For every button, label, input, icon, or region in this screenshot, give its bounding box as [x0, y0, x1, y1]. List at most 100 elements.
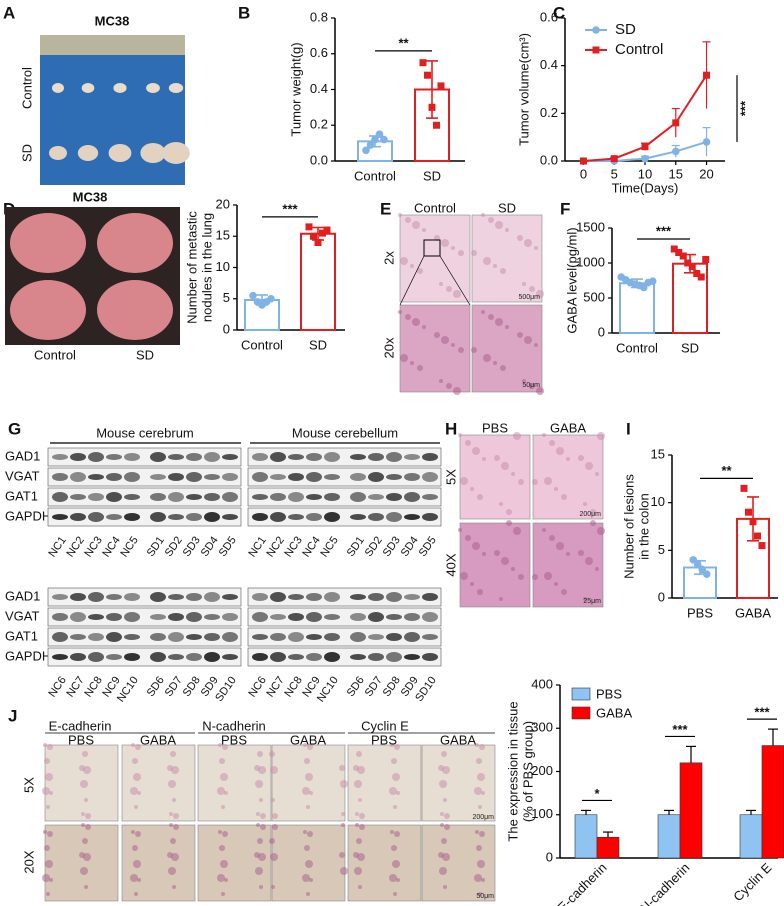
blot-band	[386, 512, 402, 522]
column-label: GABA	[550, 420, 586, 435]
lane-label: SD1	[145, 535, 167, 559]
tissue-detail	[84, 798, 88, 802]
blot-band	[270, 493, 286, 501]
tissue-detail	[494, 550, 500, 556]
blot-band	[270, 633, 286, 641]
y-tick-label: 100	[531, 806, 553, 821]
micrograph	[459, 522, 531, 608]
blot-band	[70, 453, 86, 461]
blot-band	[368, 612, 384, 622]
blot-band	[350, 454, 366, 460]
micrograph	[197, 824, 272, 902]
tissue-detail	[578, 455, 584, 461]
data-point	[688, 263, 696, 270]
tissue-detail	[595, 567, 599, 571]
data-point	[380, 135, 388, 144]
bar	[657, 814, 681, 859]
blot-band	[204, 614, 220, 620]
marker-label: Cyclin E	[361, 718, 409, 733]
tissue-detail	[257, 838, 263, 844]
tissue-detail	[217, 787, 225, 795]
blot-band	[204, 512, 220, 522]
tissue-detail	[400, 257, 408, 265]
blot-band	[350, 473, 366, 481]
data-point	[314, 239, 322, 246]
data-point	[675, 249, 683, 256]
significance: *	[594, 786, 600, 801]
blot-band	[70, 612, 86, 622]
row-label: 20x	[381, 337, 396, 358]
blot-band	[368, 513, 384, 521]
tissue-detail	[135, 744, 141, 750]
tissue-detail	[495, 221, 503, 229]
y-axis-label: Number of metastic	[184, 211, 199, 324]
tissue-detail	[476, 845, 482, 851]
tissue-detail	[42, 874, 50, 882]
tumor	[49, 146, 67, 160]
bar	[596, 836, 620, 859]
blot-band	[88, 493, 104, 501]
ruler	[40, 35, 185, 55]
row-label: 5X	[443, 469, 458, 485]
blot-band	[52, 654, 68, 660]
tissue-detail	[137, 878, 141, 882]
tissue-detail	[511, 472, 515, 476]
tissue-detail	[417, 268, 423, 274]
data-point	[437, 82, 445, 90]
blot-band	[204, 452, 220, 462]
blot-band	[288, 514, 304, 520]
blot-label: GAD1	[5, 588, 40, 603]
tissue-detail	[359, 813, 365, 819]
blot-band	[106, 613, 122, 621]
tissue-detail	[305, 773, 313, 781]
blot-band	[150, 652, 166, 662]
blot-band	[106, 594, 122, 600]
tissue-detail	[477, 494, 483, 500]
blot-band	[52, 613, 68, 621]
blot-band	[150, 633, 166, 641]
y-tick-label: 0.4	[310, 81, 328, 96]
tissue-detail	[442, 853, 450, 861]
blot-band	[404, 492, 420, 502]
legend-marker	[592, 46, 600, 54]
blot-band	[288, 654, 304, 660]
y-tick-label: 0.2	[310, 117, 328, 132]
blot-band	[404, 632, 420, 642]
blot-band	[324, 512, 340, 522]
tissue-detail	[417, 365, 423, 371]
tissue-detail	[585, 557, 593, 565]
blot-band	[404, 613, 420, 621]
blot-band	[70, 494, 86, 500]
y-tick-label: 20	[216, 196, 230, 211]
tissue-detail	[458, 433, 462, 437]
tissue-detail	[477, 589, 483, 595]
tissue-detail	[340, 867, 348, 875]
group-label: Mouse cerebrum	[96, 425, 194, 440]
tissue-detail	[81, 823, 85, 827]
tissue-detail	[355, 823, 359, 827]
data-point	[703, 71, 711, 79]
y-tick-label: 0.6	[310, 45, 328, 60]
tissue-detail	[356, 838, 362, 844]
tissue-detail	[171, 766, 179, 774]
tissue-detail	[544, 477, 552, 485]
blot-band	[270, 614, 286, 620]
blot-band	[350, 492, 366, 502]
tissue-detail	[493, 361, 497, 365]
tumor	[140, 143, 166, 163]
tissue-detail	[357, 853, 365, 861]
data-point	[428, 103, 436, 111]
blot-band	[288, 473, 304, 481]
tissue-detail	[500, 268, 506, 274]
blot-band	[52, 594, 68, 600]
data-point	[740, 484, 748, 492]
tissue-detail	[441, 336, 449, 344]
blot-band	[186, 513, 202, 521]
tissue-detail	[131, 830, 135, 834]
blot-band	[324, 493, 340, 501]
legend-swatch	[571, 706, 591, 720]
tissue-detail	[499, 502, 503, 506]
blot-band	[404, 594, 420, 600]
data-point	[684, 259, 692, 267]
tissue-detail	[494, 455, 500, 461]
